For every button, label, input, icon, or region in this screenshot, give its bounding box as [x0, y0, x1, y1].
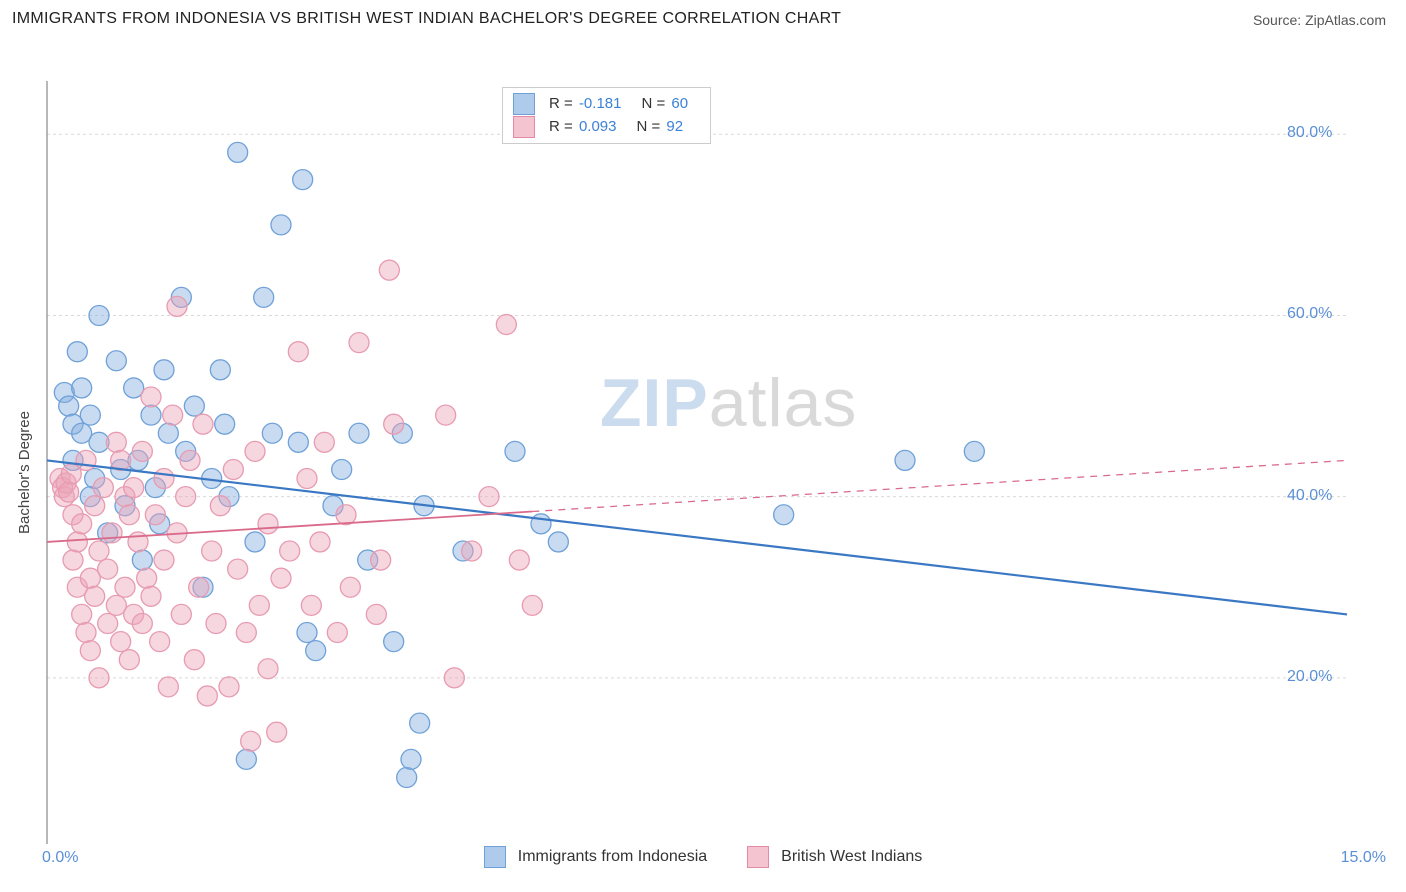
legend-swatch [513, 116, 535, 138]
chart-title: IMMIGRANTS FROM INDONESIA VS BRITISH WES… [12, 10, 841, 28]
stat-n: N = 92 [636, 116, 693, 139]
stat-r: R = -0.181 [549, 93, 631, 116]
legend-item: Immigrants from Indonesia [484, 846, 707, 868]
y-tick-label: 40.0% [1287, 487, 1332, 505]
plot-area: Bachelor's Degree ZIPatlas 20.0%40.0%60.… [0, 34, 1406, 872]
legend-swatch [484, 846, 506, 868]
stat-r: R = 0.093 [549, 116, 626, 139]
y-tick-label: 60.0% [1287, 305, 1332, 323]
stats-legend-row: R = 0.093 N = 92 [513, 116, 698, 139]
stats-legend: R = -0.181 N = 60 R = 0.093 N = 92 [502, 87, 711, 144]
legend-label: British West Indians [781, 848, 922, 866]
scatter-chart-svg [0, 34, 1406, 844]
legend-swatch [513, 93, 535, 115]
source-label: Source: ZipAtlas.com [1253, 12, 1386, 28]
legend-label: Immigrants from Indonesia [518, 848, 707, 866]
legend-item: British West Indians [747, 846, 922, 868]
y-tick-label: 80.0% [1287, 124, 1332, 142]
y-tick-label: 20.0% [1287, 668, 1332, 686]
series-legend: Immigrants from Indonesia British West In… [0, 846, 1406, 868]
legend-swatch [747, 846, 769, 868]
y-axis-label: Bachelor's Degree [16, 411, 33, 534]
stat-n: N = 60 [641, 93, 698, 116]
stats-legend-row: R = -0.181 N = 60 [513, 93, 698, 116]
